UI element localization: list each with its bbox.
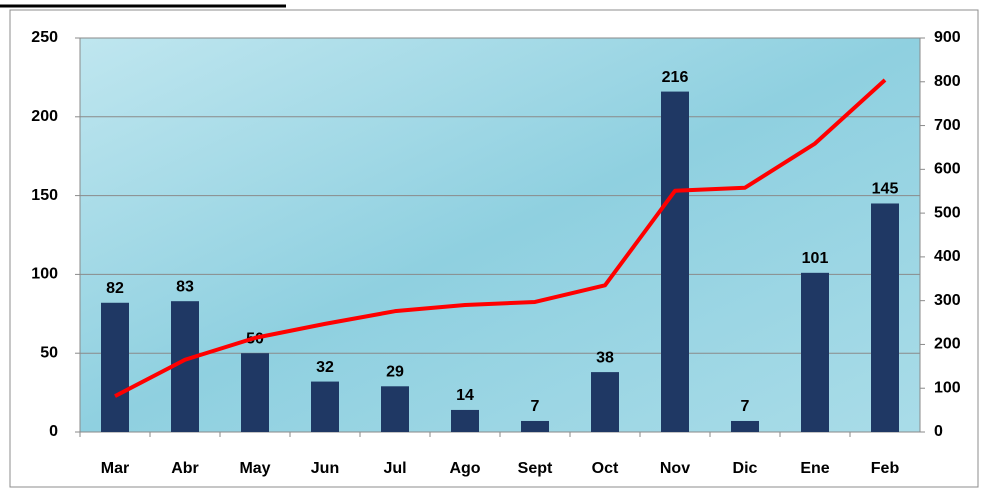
y2-tick-label: 700 — [934, 117, 961, 134]
data-label: 7 — [741, 398, 750, 415]
bar — [101, 302, 129, 432]
data-label: 82 — [106, 280, 124, 297]
x-tick-label: Jul — [383, 460, 406, 477]
y2-tick-label: 0 — [934, 423, 943, 440]
bar — [731, 420, 759, 432]
bar — [311, 381, 339, 432]
x-tick-label: Ene — [800, 460, 829, 477]
line — [114, 78, 887, 398]
data-label: 29 — [386, 364, 404, 381]
plot-area — [80, 38, 920, 432]
y-tick-label: 250 — [31, 29, 58, 46]
data-label: 101 — [802, 250, 829, 267]
data-label: 216 — [662, 69, 689, 86]
bar — [381, 386, 409, 432]
bar — [241, 353, 269, 432]
y2-tick-label: 600 — [934, 161, 961, 178]
y2-tick-label: 100 — [934, 379, 961, 396]
y2-tick-label: 500 — [934, 204, 961, 221]
data-label: 145 — [872, 181, 899, 198]
y2-tick-label: 900 — [934, 29, 961, 46]
bar — [451, 409, 479, 432]
y-tick-label: 0 — [49, 423, 58, 440]
bar — [661, 91, 689, 433]
x-tick-label: Ago — [449, 460, 480, 477]
data-label: 32 — [316, 359, 334, 376]
y2-tick-label: 800 — [934, 73, 961, 90]
y-tick-label: 50 — [40, 344, 58, 361]
data-label: 38 — [596, 349, 614, 366]
x-tick-label: Dic — [733, 460, 758, 477]
bar — [591, 372, 619, 432]
y-tick-label: 200 — [31, 108, 58, 125]
bar — [801, 272, 829, 432]
data-label: 83 — [176, 278, 194, 295]
x-tick-label: Oct — [592, 460, 619, 477]
y2-tick-label: 300 — [934, 292, 961, 309]
data-label: 7 — [531, 398, 540, 415]
data-label: 14 — [456, 387, 474, 404]
y-tick-label: 150 — [31, 187, 58, 204]
y-tick-label: 100 — [31, 266, 58, 283]
y2-tick-label: 400 — [934, 248, 961, 265]
x-tick-label: Feb — [871, 460, 900, 477]
x-tick-label: Mar — [101, 460, 129, 477]
x-tick-label: Jun — [311, 460, 339, 477]
bar — [521, 420, 549, 432]
x-tick-label: Abr — [171, 460, 199, 477]
x-tick-label: May — [239, 460, 270, 477]
bar — [871, 203, 899, 432]
x-tick-label: Nov — [660, 460, 690, 477]
y2-tick-label: 200 — [934, 336, 961, 353]
x-tick-label: Sept — [518, 460, 553, 477]
